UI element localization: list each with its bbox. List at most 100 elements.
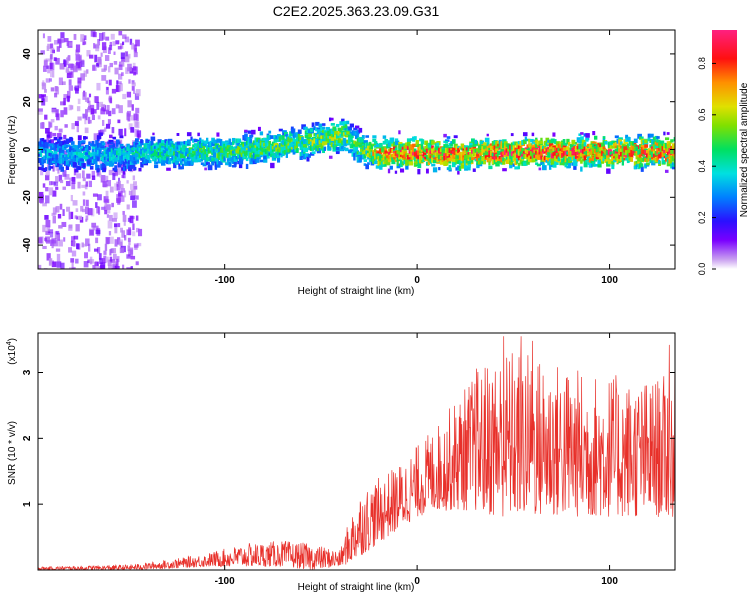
spectrogram-cell [38,153,41,157]
spectrogram-cell [41,168,45,171]
spectrogram-cell [131,104,134,111]
spectrogram-cell [68,211,71,220]
spectrogram-cell [103,161,107,164]
spectrogram-cell [216,138,221,143]
spectrogram-cell [649,144,655,148]
spectrogram-cell [141,153,146,157]
spectrogram-cell [136,227,140,233]
spectrogram-cell [450,143,453,147]
spectrogram-cell [275,135,278,139]
spectrogram-cell [389,147,393,153]
spectrogram-cell [88,151,91,156]
spectrogram-cell [204,140,209,145]
spectrogram-cell [633,138,638,144]
spectrogram-cell [173,155,177,160]
spectrogram-cell [122,161,126,166]
spectrogram-cell [145,140,149,144]
spectrogram-cell [204,154,208,159]
spectrogram-cell [600,143,606,149]
spectrogram-cell [118,30,123,36]
spectrogram-cell [410,138,413,141]
spectrogram-cell [280,146,285,151]
spectrogram-cell [204,167,207,171]
spectrogram-cell [231,155,236,160]
spectrogram-cell [592,148,596,155]
spectrogram-cell [308,141,311,144]
spectrogram-cell [43,155,46,160]
spectrogram-cell [70,211,74,220]
spectrogram-cell [108,214,113,221]
spectrogram-cell [571,140,576,145]
spectrogram-cell [273,135,277,139]
spectrogram-cell [101,104,106,110]
spectrogram-cell [651,152,654,158]
spectrogram-cell [425,148,430,153]
spectrogram-cell [86,145,90,150]
spectrogram-cell [505,148,509,153]
spectrogram-cell [183,150,187,156]
spectrogram-cell [666,156,670,160]
spectrogram-cell [670,139,674,143]
spectrogram-cell [54,92,58,98]
spectrogram-cell [96,156,100,162]
spectrogram-cell [417,146,421,152]
spectrogram-cell [211,161,215,166]
spectrogram-cell [320,143,324,149]
spectrogram-cell [58,43,62,48]
spectrogram-cell [214,145,218,150]
spectrogram-cell [48,165,51,171]
spectrogram-cell [640,145,645,149]
spectrogram-cell [252,151,256,155]
spectrogram-cell [83,41,87,45]
spectrogram-cell [536,149,540,155]
spectrogram-cell [43,60,48,67]
spectrogram-cell [109,186,114,193]
spectrogram-cell [415,159,418,165]
spectrogram-cell [621,145,625,151]
spectrogram-cell [509,148,512,154]
spectrogram-cell [105,149,109,155]
spectrogram-cell [225,140,229,144]
spectrogram-cell [614,135,619,139]
spectrogram-cell [162,150,166,155]
spectrogram-cell [268,140,271,144]
spectrogram-cell [85,238,90,247]
spectrogram-cell [398,155,402,160]
spectrogram-cell [136,242,142,247]
spectrogram-cell [573,160,578,167]
spectrogram-cell [311,147,315,151]
spectrogram-cell [524,136,527,141]
spectrogram-cell [559,141,563,145]
spectrogram-cell [60,150,65,154]
spectrogram-cell [219,147,223,151]
spectrogram-cell [644,139,648,144]
spectrogram-cell [656,139,660,143]
spectrogram-cell [351,131,355,135]
spectrogram-cell [477,158,482,162]
spectrogram-cell [266,150,270,157]
spectrogram-cell [104,202,108,207]
spectrogram-cell [268,130,272,134]
spectrogram-cell [472,151,476,157]
spectrogram-cell [651,148,656,152]
spectrogram-cell [65,180,71,187]
spectrogram-cell [522,132,528,137]
spectrogram-cell [283,149,288,155]
spectrogram-cell [88,93,92,98]
spectrogram-cell [62,147,67,150]
spectrogram-cell [256,141,260,147]
spectrogram-cell [633,144,638,147]
spectrogram-cell [277,150,282,155]
spectrogram-cell [405,158,410,165]
spectrogram-cell [644,158,647,162]
spectrogram-cell [251,129,256,135]
spectrogram-cell [413,161,417,165]
spectrogram-cell [349,133,354,139]
spectrogram-cell [557,153,561,158]
spectrogram-cell [96,142,101,148]
spectrogram-cell [121,72,124,77]
spectrogram-cell [652,153,656,157]
spectrogram-cell [375,143,381,148]
spectrogram-cell [77,135,82,140]
spectrogram-cell [71,71,74,78]
